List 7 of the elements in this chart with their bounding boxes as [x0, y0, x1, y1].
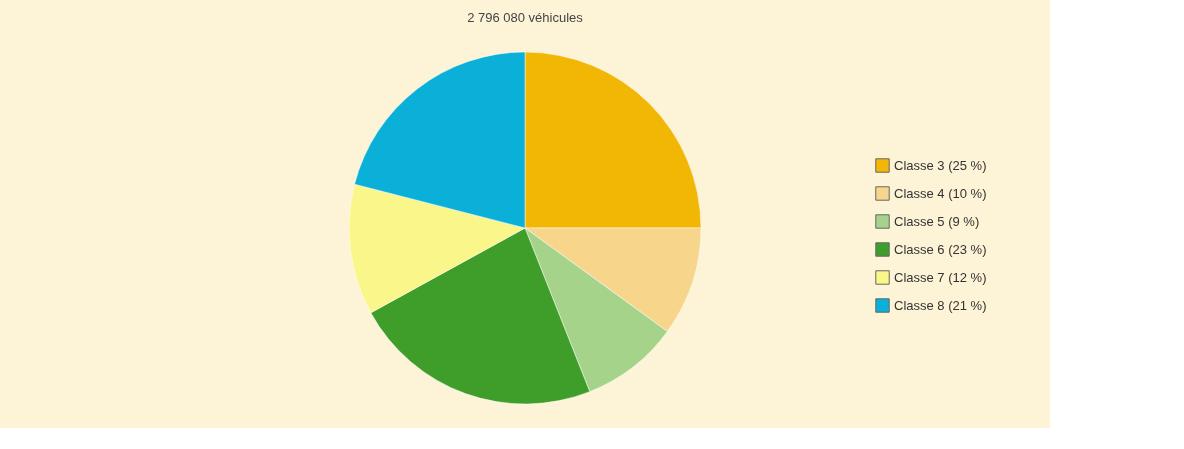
legend-label: Classe 7 (12 %)	[894, 269, 987, 285]
chart-title: 2 796 080 véhicules	[467, 10, 584, 25]
legend-label: Classe 4 (10 %)	[894, 185, 987, 201]
legend-label: Classe 5 (9 %)	[894, 213, 980, 229]
legend-label: Classe 8 (21 %)	[894, 297, 987, 313]
legend-label: Classe 6 (23 %)	[894, 241, 987, 257]
legend-label: Classe 3 (25 %)	[894, 157, 987, 173]
